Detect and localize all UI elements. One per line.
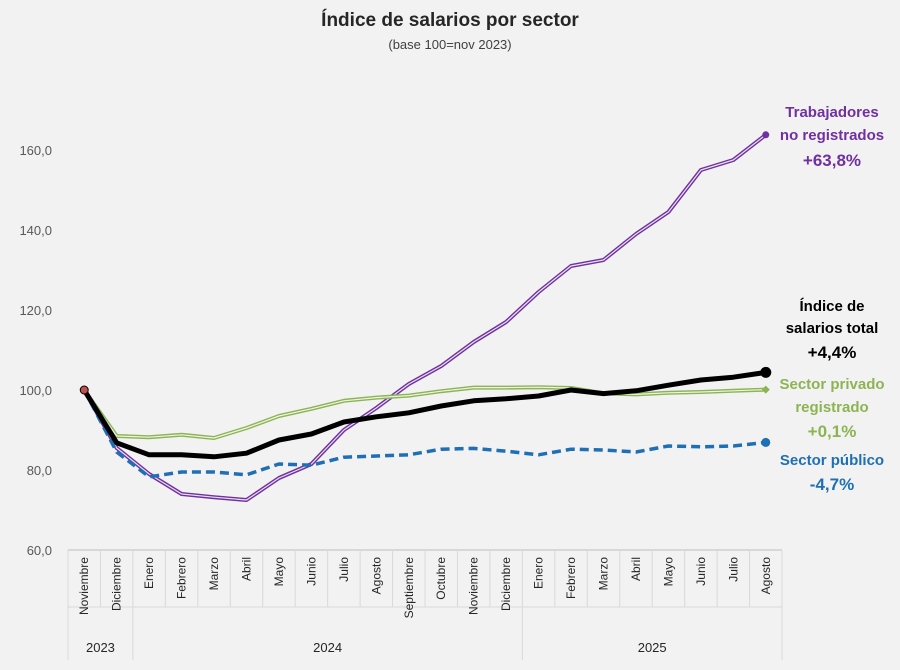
series-label-total: salarios total bbox=[786, 320, 879, 337]
x-tick-label: Abril bbox=[240, 557, 254, 581]
x-tick-label: Agosto bbox=[759, 557, 773, 595]
x-tick-label: Febrero bbox=[564, 557, 578, 599]
x-tick-label: Mayo bbox=[661, 557, 675, 587]
x-tick-label: Marzo bbox=[597, 557, 611, 591]
x-tick-label: Marzo bbox=[207, 557, 221, 591]
x-tick-label: Noviembre bbox=[77, 557, 91, 615]
chart-subtitle: (base 100=nov 2023) bbox=[388, 37, 512, 52]
series-end-marker-publico bbox=[761, 437, 771, 447]
y-tick-label: 160,0 bbox=[19, 143, 52, 158]
x-tick-label: Enero bbox=[532, 557, 546, 589]
series-line-total bbox=[81, 369, 769, 460]
year-label: 2025 bbox=[638, 640, 667, 655]
series-label-publico: -4,7% bbox=[810, 475, 854, 494]
series-label-total: +4,4% bbox=[808, 343, 857, 362]
series-label-privado: +0,1% bbox=[808, 422, 857, 441]
series-label-total: Índice de bbox=[799, 298, 864, 315]
series-label-privado: Sector privado bbox=[779, 376, 884, 393]
y-tick-label: 120,0 bbox=[19, 303, 52, 318]
y-tick-label: 80,0 bbox=[27, 463, 52, 478]
series-line-publico bbox=[82, 389, 766, 479]
series-label-privado: registrado bbox=[795, 399, 868, 416]
x-tick-label: Agosto bbox=[369, 557, 383, 595]
x-tick-label: Noviembre bbox=[467, 557, 481, 615]
base-point-marker bbox=[79, 385, 89, 395]
x-tick-label: Abril bbox=[629, 557, 643, 581]
x-tick-label: Junio bbox=[304, 557, 318, 586]
x-tick-label: Julio bbox=[337, 557, 351, 582]
x-tick-label: Diciembre bbox=[499, 557, 513, 611]
y-tick-label: 140,0 bbox=[19, 223, 52, 238]
x-tick-label: Octubre bbox=[434, 557, 448, 600]
series-label-publico: Sector público bbox=[780, 452, 884, 469]
chart-title: Índice de salarios por sector bbox=[321, 10, 579, 31]
series-label-no_registrados: +63,8% bbox=[803, 151, 861, 170]
series-label-no_registrados: Trabajadores bbox=[785, 104, 878, 121]
y-tick-label: 60,0 bbox=[27, 543, 52, 558]
x-tick-label: Mayo bbox=[272, 557, 286, 587]
series-line-inner-no_registrados bbox=[83, 134, 767, 501]
x-tick-label: Julio bbox=[726, 557, 740, 582]
y-tick-label: 100,0 bbox=[19, 383, 52, 398]
x-tick-label: Enero bbox=[142, 557, 156, 589]
year-label: 2024 bbox=[313, 640, 342, 655]
series-end-marker-no_registrados bbox=[762, 131, 770, 139]
x-tick-label: Junio bbox=[694, 557, 708, 586]
series-label-no_registrados: no registrados bbox=[780, 127, 884, 144]
x-tick-label: Diciembre bbox=[110, 557, 124, 611]
x-tick-label: Septiembre bbox=[402, 557, 416, 619]
series-end-marker-total bbox=[760, 366, 772, 378]
x-tick-label: Febrero bbox=[175, 557, 189, 599]
series-end-marker-privado bbox=[761, 385, 770, 394]
year-label: 2023 bbox=[86, 640, 115, 655]
series-line-inner-privado bbox=[83, 386, 766, 439]
series-line-privado bbox=[82, 385, 766, 440]
